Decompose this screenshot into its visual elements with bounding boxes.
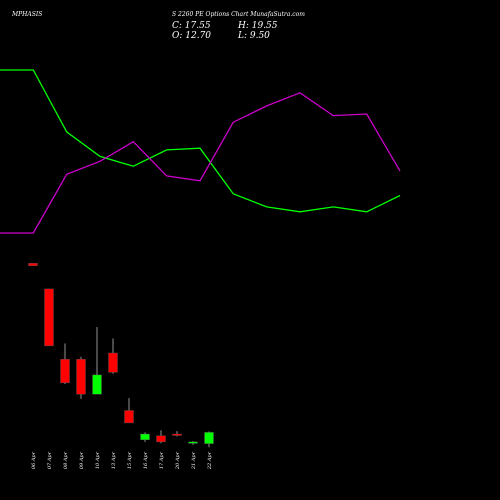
open-value: O: 12.70	[172, 31, 211, 41]
x-axis-ticks: 06 Apr 07 Apr 08 Apr 09 Apr 10 Apr 13 Apr 15 A…	[31, 451, 213, 470]
candle-body	[60, 359, 70, 384]
x-tick-label: 15 Apr	[127, 451, 133, 469]
x-tick-label: 07 Apr	[47, 451, 53, 469]
candle-body	[188, 441, 198, 444]
x-tick-label: 08 Apr	[63, 451, 69, 469]
overlay-line-1	[0, 69, 401, 213]
candle-body	[92, 374, 102, 395]
candle-body	[44, 288, 54, 347]
x-tick-label: 06 Apr	[31, 451, 37, 469]
candle-body	[124, 410, 134, 424]
candle-body	[28, 263, 38, 266]
x-tick-label: 22 Apr	[207, 451, 213, 470]
x-tick-label: 17 Apr	[159, 451, 165, 469]
candle-body	[172, 433, 182, 436]
low-value: L: 9.50	[237, 31, 270, 41]
candle-body	[204, 432, 214, 444]
candle-body	[156, 435, 166, 443]
chart-subtitle: S 2260 PE Options Chart MunafaSutra.com	[172, 11, 305, 18]
close-value: C: 17.55	[172, 21, 211, 31]
candle-body	[108, 352, 118, 373]
candlesticks	[28, 263, 214, 448]
x-tick-label: 16 Apr	[143, 451, 149, 469]
x-tick-label: 10 Apr	[95, 451, 101, 469]
x-tick-label: 13 Apr	[111, 451, 117, 469]
x-tick-label: 21 Apr	[191, 451, 197, 470]
x-tick-label: 20 Apr	[175, 451, 181, 470]
candle-body	[140, 433, 150, 441]
high-value: H: 19.55	[237, 21, 278, 31]
x-tick-label: 09 Apr	[79, 451, 85, 469]
chart-symbol: MPHASIS	[11, 11, 42, 18]
overlay-lines	[0, 69, 401, 234]
overlay-line-2	[0, 92, 401, 234]
candle-body	[76, 359, 86, 395]
